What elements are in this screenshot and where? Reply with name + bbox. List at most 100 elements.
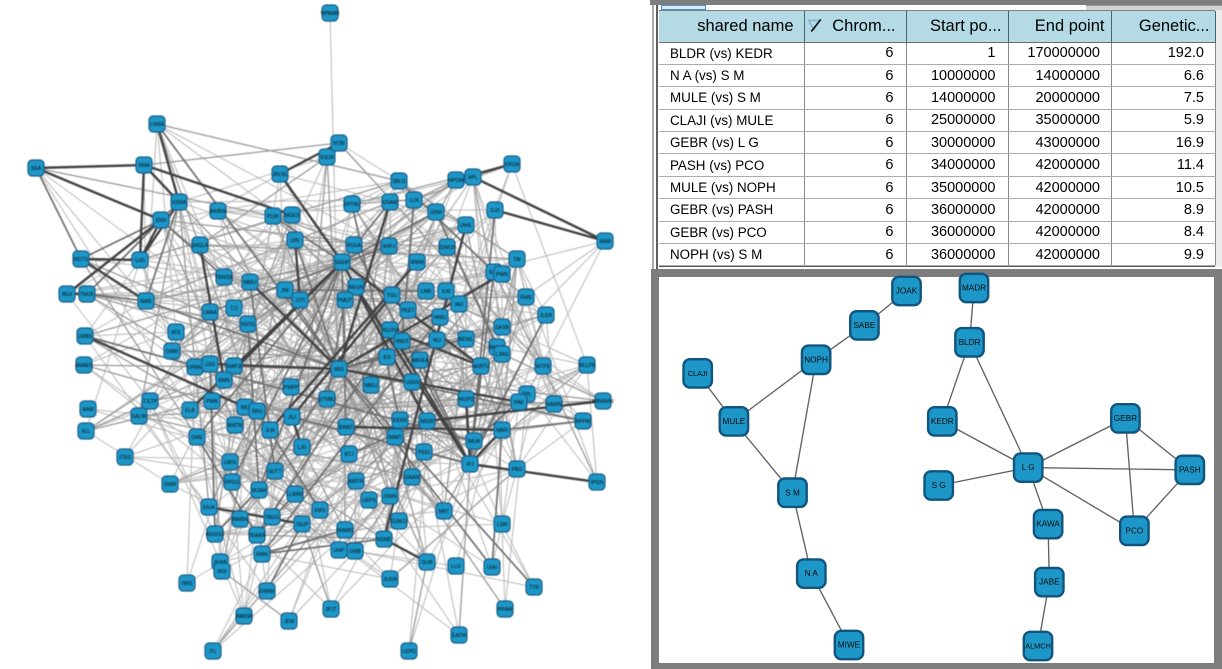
svg-text:ESLB: ESLB xyxy=(321,155,334,161)
svg-text:LMAA: LMAA xyxy=(203,310,217,316)
svg-text:UWIL: UWIL xyxy=(460,223,473,229)
svg-text:SSMA: SSMA xyxy=(172,200,187,206)
svg-text:LJG: LJG xyxy=(297,445,306,451)
svg-text:UIAI: UIAI xyxy=(487,565,497,571)
svg-text:JLER: JLER xyxy=(540,313,553,319)
svg-text:PASH: PASH xyxy=(1179,466,1201,475)
svg-text:UNP: UNP xyxy=(334,548,345,554)
svg-text:JSWUS: JSWUS xyxy=(438,245,456,251)
svg-text:JSUP: JSUP xyxy=(296,522,309,528)
svg-text:GRM: GRM xyxy=(430,210,442,216)
svg-text:NBGJ: NBGJ xyxy=(364,383,378,389)
svg-text:IPJ: IPJ xyxy=(466,462,474,468)
svg-text:NGTG: NGTG xyxy=(74,257,89,263)
svg-text:NBRI: NBRI xyxy=(496,428,508,434)
svg-text:LSM: LSM xyxy=(497,522,507,528)
svg-text:BJI: BJI xyxy=(383,355,390,361)
svg-text:ATE: ATE xyxy=(171,330,181,336)
svg-text:ELB: ELB xyxy=(185,408,195,414)
svg-text:EMS: EMS xyxy=(315,508,327,514)
svg-text:PWN: PWN xyxy=(496,272,508,278)
svg-text:SLL: SLL xyxy=(82,429,91,435)
svg-text:LLBRG: LLBRG xyxy=(287,492,304,498)
svg-text:SEA: SEA xyxy=(31,166,42,172)
svg-text:IWAMG: IWAMG xyxy=(336,528,353,534)
svg-text:NWE: NWE xyxy=(140,299,152,305)
svg-text:WBWMW: WBWMW xyxy=(592,399,614,405)
svg-text:APL: APL xyxy=(468,175,478,181)
svg-text:GNAN: GNAN xyxy=(405,475,420,481)
svg-text:LWBS: LWBS xyxy=(78,334,92,340)
svg-text:TGU: TGU xyxy=(387,293,398,299)
svg-text:ILM: ILM xyxy=(442,289,450,295)
svg-text:PBG: PBG xyxy=(512,467,523,473)
svg-text:WPAMN: WPAMN xyxy=(321,11,340,17)
svg-text:PWPP: PWPP xyxy=(284,385,299,391)
svg-text:BLDR: BLDR xyxy=(959,338,981,347)
svg-text:BEWL: BEWL xyxy=(459,337,473,343)
svg-text:JSJ: JSJ xyxy=(288,415,297,421)
svg-text:NNS: NNS xyxy=(182,581,193,587)
svg-text:IWMT: IWMT xyxy=(388,435,401,441)
svg-text:LLG: LLG xyxy=(451,564,461,570)
svg-text:SEEIP: SEEIP xyxy=(335,260,350,266)
svg-text:PCO: PCO xyxy=(1126,526,1144,535)
svg-text:PAE: PAE xyxy=(514,400,524,406)
svg-text:JNI: JNI xyxy=(281,288,289,294)
svg-text:SABE: SABE xyxy=(853,321,875,330)
svg-text:UIN: UIN xyxy=(291,238,300,244)
svg-text:IASI: IASI xyxy=(217,569,226,575)
svg-text:LNMA: LNMA xyxy=(150,122,165,128)
svg-text:NNIU: NNIU xyxy=(434,315,447,321)
svg-text:TPL: TPL xyxy=(522,392,531,398)
svg-text:BWAT: BWAT xyxy=(339,425,353,431)
svg-text:NAMW: NAMW xyxy=(546,402,562,408)
svg-text:NGRTU: NGRTU xyxy=(472,364,490,370)
svg-text:ITL: ITL xyxy=(209,649,216,655)
svg-text:EATM: EATM xyxy=(452,633,466,639)
svg-text:TJLTP: TJLTP xyxy=(143,399,158,405)
svg-text:SBLG: SBLG xyxy=(392,179,405,185)
svg-text:RIJ: RIJ xyxy=(433,338,441,344)
svg-text:JUGN: JUGN xyxy=(383,577,397,583)
svg-text:GME: GME xyxy=(191,435,203,441)
svg-text:REGN: REGN xyxy=(349,285,364,291)
svg-text:MIWE: MIWE xyxy=(838,641,861,650)
svg-text:TMUE: TMUE xyxy=(80,292,95,298)
svg-text:MJAM: MJAM xyxy=(252,488,266,494)
svg-text:MADR: MADR xyxy=(962,284,986,293)
svg-text:UPMM: UPMM xyxy=(187,365,202,371)
svg-text:WWM: WWM xyxy=(410,260,424,266)
svg-text:JOAK: JOAK xyxy=(896,287,918,296)
svg-text:PPGG: PPGG xyxy=(225,480,240,486)
svg-text:BTJ: BTJ xyxy=(345,452,354,458)
svg-text:PEET: PEET xyxy=(401,308,414,314)
svg-text:IPGN: IPGN xyxy=(591,480,604,486)
svg-text:GMB: GMB xyxy=(349,549,361,555)
svg-text:BGGGG: BGGGG xyxy=(206,532,225,538)
svg-text:LEPG: LEPG xyxy=(402,649,415,655)
svg-text:WIJ: WIJ xyxy=(241,405,250,411)
svg-text:EERR: EERR xyxy=(393,418,407,424)
svg-text:NSME: NSME xyxy=(377,537,392,543)
svg-text:BMTN: BMTN xyxy=(228,423,243,429)
svg-text:ABGEA: ABGEA xyxy=(411,358,429,364)
svg-text:ERGA: ERGA xyxy=(505,162,520,168)
svg-text:JJIG: JJIG xyxy=(205,362,215,368)
svg-text:LJRG: LJRG xyxy=(496,352,509,358)
svg-text:SRU: SRU xyxy=(252,409,263,415)
svg-text:TTR: TTR xyxy=(529,585,539,591)
svg-text:SASB: SASB xyxy=(495,325,509,331)
svg-text:PRAW: PRAW xyxy=(498,607,513,613)
svg-text:JJTI: JJTI xyxy=(295,298,304,304)
svg-text:AAM: AAM xyxy=(83,407,94,413)
svg-text:JPJT: JPJT xyxy=(325,607,336,613)
svg-text:NBRJ: NBRJ xyxy=(243,280,257,286)
svg-text:IMUR: IMUR xyxy=(468,439,481,445)
svg-text:ITRS: ITRS xyxy=(119,455,131,461)
svg-text:ALMCH: ALMCH xyxy=(1025,642,1051,651)
svg-text:L G: L G xyxy=(1022,463,1035,472)
svg-text:WLLPB: WLLPB xyxy=(579,363,597,369)
svg-text:PWB: PWB xyxy=(206,399,218,405)
svg-text:IAIJ: IAIJ xyxy=(455,302,464,308)
